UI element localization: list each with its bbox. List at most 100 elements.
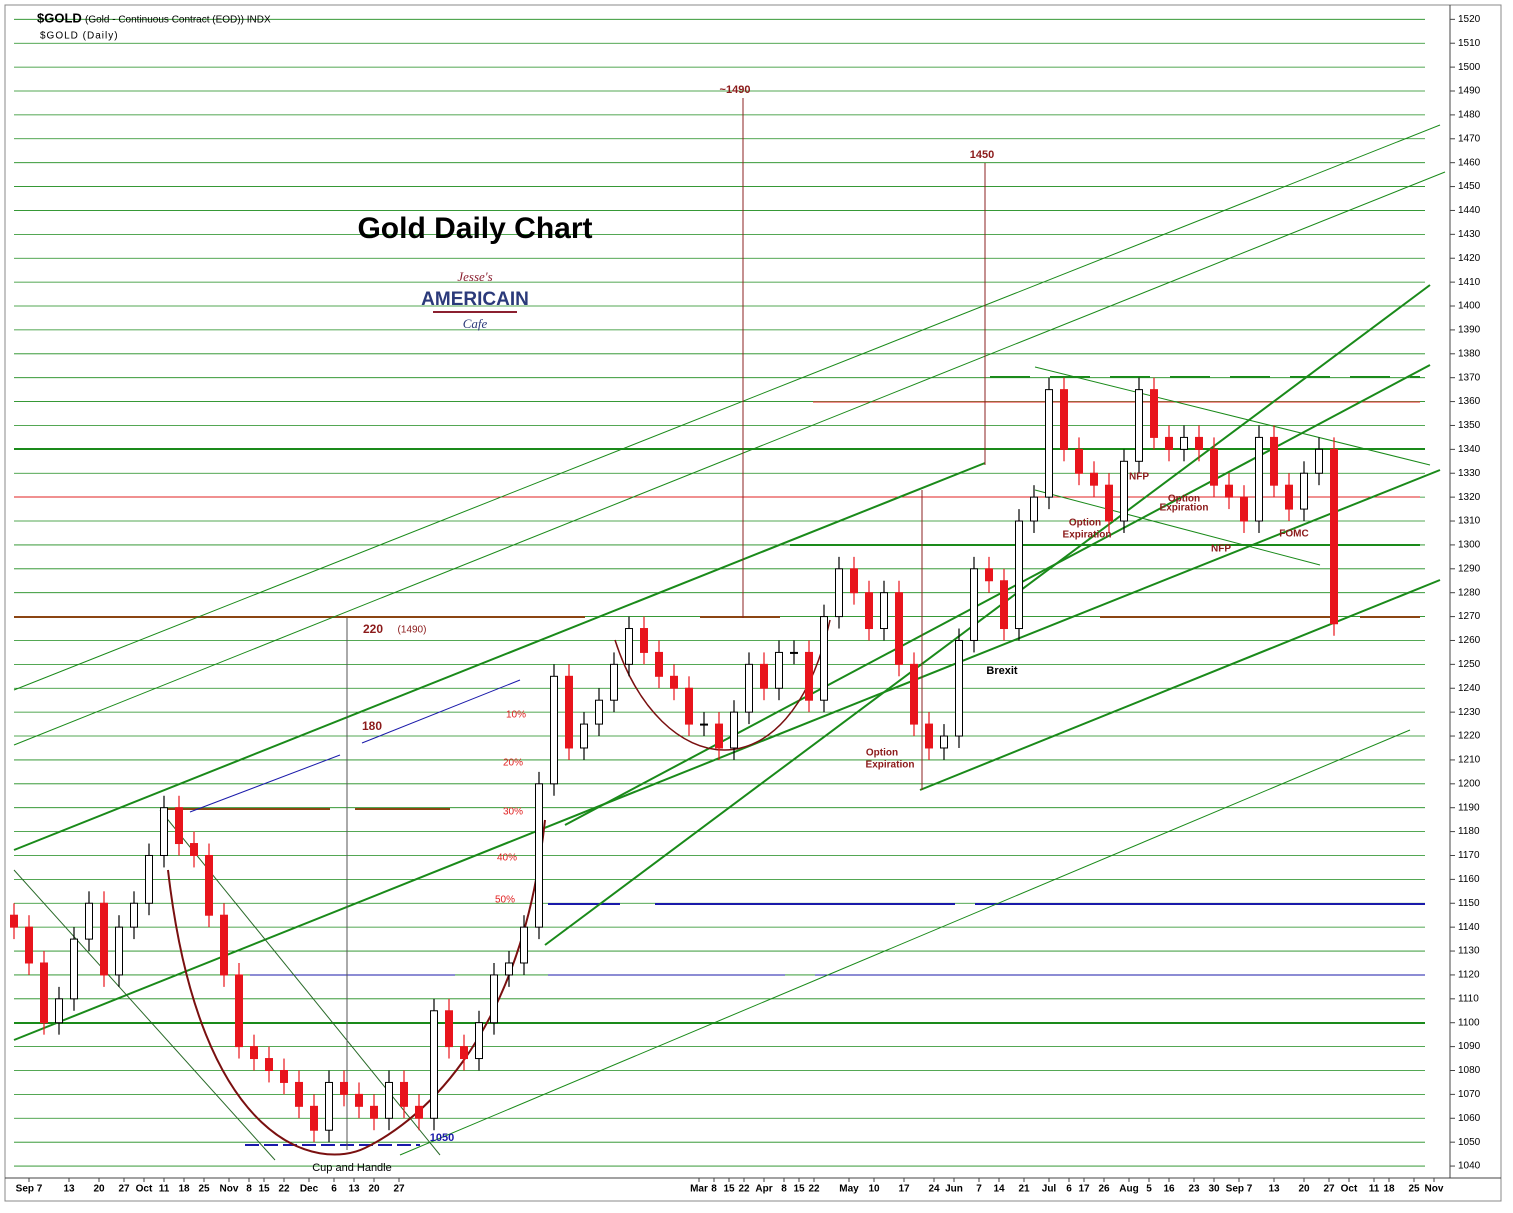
y-tick-label: 1400 [1458,301,1481,312]
y-tick-label: 1430 [1458,229,1481,240]
y-tick-label: 1290 [1458,563,1481,574]
candle-body [1240,496,1248,522]
candle-body [640,628,648,653]
x-tick-label: 15 [793,1184,805,1195]
x-tick-label: 27 [1323,1184,1335,1195]
candle-body [685,687,693,725]
y-tick-label: 1170 [1458,850,1480,861]
y-tick-label: 1470 [1458,133,1481,144]
x-tick-label: 13 [63,1184,75,1195]
x-tick-label: 17 [1078,1184,1090,1195]
x-tick-label: 27 [118,1184,130,1195]
x-tick-label: Jun [945,1184,963,1195]
candles [10,377,1338,1143]
candle-body [760,663,768,689]
y-tick-label: 1180 [1458,826,1480,837]
annotation: Expiration [1160,503,1209,514]
trendline [13,869,276,1161]
x-tick-label: 8 [711,1184,717,1195]
y-tick-label: 1450 [1458,181,1481,192]
x-tick-label: Mar [690,1184,708,1195]
candle-body [985,568,993,582]
annotation: 180 [362,719,382,733]
candle-body [85,902,93,940]
candle-body [145,854,153,904]
candle-body [805,651,813,701]
annotation: 1450 [970,149,994,161]
candle-body [460,1046,468,1060]
candle-body [550,675,558,785]
candle-body [595,699,603,725]
annotation: 1050 [430,1132,454,1144]
x-tick-label: 8 [246,1184,252,1195]
chart-title: Gold Daily Chart [357,212,592,245]
candle-body [670,675,678,689]
x-tick-label: May [839,1184,859,1195]
annotation: 30% [503,807,523,818]
chart-frame [4,4,1502,1202]
annotation: Option [1069,518,1101,529]
y-tick-label: 1310 [1458,516,1481,527]
y-tick-label: 1200 [1458,778,1481,789]
annotation: Expiration [1063,530,1112,541]
trendline [13,124,1441,691]
x-tick-label: 8 [781,1184,787,1195]
candle-body [355,1093,363,1107]
candle-body [895,592,903,665]
candle-body [940,735,948,749]
y-tick-label: 1460 [1458,157,1481,168]
x-tick-label: 10 [868,1184,880,1195]
candle-body [880,592,888,630]
y-tick-label: 1190 [1458,802,1480,813]
x-tick-label: 23 [1188,1184,1200,1195]
candle-body [580,723,588,749]
labels: ~1490 1450 220 (1490) 180 10% 20% 30% 40% 50% Opti… [312,84,1308,1174]
candle-body [835,568,843,618]
candle-body [1090,472,1098,486]
y-tick-label: 1090 [1458,1041,1481,1052]
trendline [361,679,521,744]
annotation: Expiration [866,760,915,771]
candle-body [505,962,513,976]
cup-curve [167,819,546,1156]
candle-body [70,938,78,1000]
y-tick-label: 1110 [1458,993,1479,1004]
y-tick-label: 1130 [1458,946,1480,957]
x-tick-label: 20 [1298,1184,1310,1195]
y-tick-label: 1210 [1458,755,1481,766]
y-tick-label: 1420 [1458,253,1481,264]
y-tick-label: 1300 [1458,540,1481,551]
y-tick-label: 1340 [1458,444,1481,455]
annotation: Brexit [986,665,1018,677]
annotation: NFP [1129,472,1149,483]
x-tick-label: 22 [738,1184,750,1195]
candle-body [430,1010,438,1119]
candle-body [535,783,543,928]
candle-body [1270,436,1278,486]
candle-body [910,663,918,725]
candle-body [1300,472,1308,510]
x-tick-label: 22 [278,1184,290,1195]
x-tick-label: Nov [220,1184,239,1195]
x-tick-label: 20 [93,1184,105,1195]
y-tick-label: 1500 [1458,62,1481,73]
candle-body [280,1069,288,1083]
x-tick-label: 20 [368,1184,380,1195]
x-tick-label: Jul [1042,1184,1057,1195]
x-tick-label: 15 [723,1184,735,1195]
candle-body [400,1081,408,1107]
annotation: ~1490 [720,84,751,96]
candle-body [790,651,798,654]
y-tick-label: 1160 [1458,874,1480,885]
candle-body [1165,436,1173,450]
candle-body [1045,389,1053,498]
annotation: 10% [506,710,526,721]
candle-body [1330,448,1338,625]
x-tick-label: 25 [1408,1184,1420,1195]
candle-body [1225,484,1233,498]
candle-body [40,962,48,1024]
candle-body [175,807,183,845]
candle-body [235,974,243,1048]
candle-body [1285,484,1293,510]
